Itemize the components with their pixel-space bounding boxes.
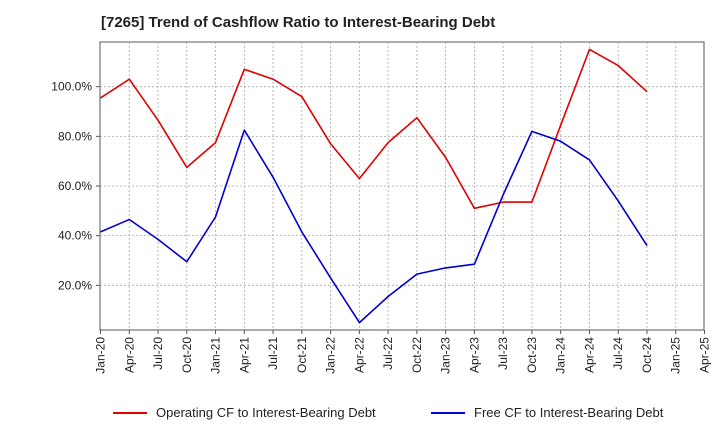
x-tick-label: Oct-23 [525, 337, 539, 373]
x-tick-label: Apr-22 [352, 337, 366, 373]
y-axis: 20.0% 40.0% 60.0% 80.0% 100.0% [51, 80, 100, 292]
x-tick-label: Jul-20 [151, 337, 165, 370]
x-tick-label: Jan-25 [669, 337, 683, 374]
y-tick-label: 100.0% [51, 80, 92, 94]
series-line-operating-cf [100, 48, 648, 210]
x-tick-label: Jul-24 [611, 337, 625, 370]
x-tick-label: Jul-23 [496, 337, 510, 370]
x-tick-label: Apr-21 [237, 337, 251, 373]
legend-item-free-cf: Free CF to Interest-Bearing Debt [431, 405, 663, 420]
grid-lines [100, 42, 704, 330]
x-tick-label: Oct-22 [410, 337, 424, 373]
legend-swatch-operating-cf [113, 411, 147, 414]
legend: Operating CF to Interest-Bearing Debt Fr… [0, 405, 720, 425]
series-line-free-cf [100, 129, 648, 324]
x-tick-label: Apr-23 [467, 337, 481, 373]
legend-label-operating-cf: Operating CF to Interest-Bearing Debt [156, 405, 376, 420]
legend-swatch-free-cf [431, 411, 465, 414]
x-tick-label: Oct-21 [295, 337, 309, 373]
x-tick-label: Jan-24 [554, 337, 568, 374]
x-tick-label: Apr-24 [582, 337, 596, 373]
y-tick-label: 60.0% [58, 179, 92, 193]
x-tick-label: Jan-23 [439, 337, 453, 374]
x-tick-label: Oct-20 [180, 337, 194, 373]
x-tick-label: Jul-22 [381, 337, 395, 370]
legend-label-free-cf: Free CF to Interest-Bearing Debt [474, 405, 664, 420]
x-axis: Jan-20 Apr-20 Jul-20 Oct-20 Jan-21 Apr-21 Jul-… [94, 330, 712, 374]
x-tick-label: Jan-20 [94, 337, 108, 374]
y-tick-label: 80.0% [58, 129, 92, 143]
chart-title: [7265] Trend of Cashflow Ratio to Intere… [101, 14, 496, 31]
x-tick-label: Jul-21 [266, 337, 280, 370]
x-tick-label: Apr-25 [698, 337, 712, 373]
x-tick-label: Apr-20 [122, 337, 136, 373]
x-tick-label: Jan-21 [209, 337, 223, 374]
y-tick-label: 40.0% [58, 229, 92, 243]
x-tick-label: Jan-22 [324, 337, 338, 374]
y-tick-label: 20.0% [58, 278, 92, 292]
legend-item-operating-cf: Operating CF to Interest-Bearing Debt [113, 405, 376, 420]
series-layer [100, 48, 648, 324]
x-tick-label: Oct-24 [640, 337, 654, 373]
